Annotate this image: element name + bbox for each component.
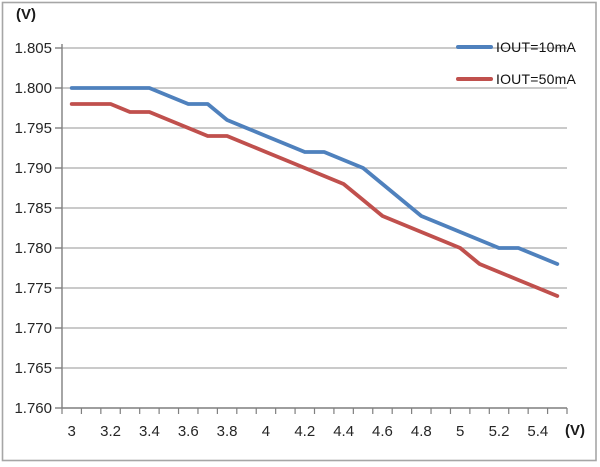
y-tick-label: 1.785: [14, 200, 52, 217]
series-line-1: [69, 102, 560, 298]
y-tick-label: 1.805: [14, 40, 52, 57]
x-tick-label: 3.6: [178, 423, 199, 440]
legend-label-iout-50ma: IOUT=50mA: [496, 71, 576, 87]
x-tick-label: 4.6: [372, 423, 393, 440]
x-tick-label: 5: [456, 423, 464, 440]
legend: IOUT=10mA IOUT=50mA: [456, 37, 576, 101]
y-tick-label: 1.770: [14, 320, 52, 337]
x-tick-label: 5.2: [489, 423, 510, 440]
y-tick-label: 1.775: [14, 280, 52, 297]
y-tick-label: 1.765: [14, 360, 52, 377]
y-tick-label: 1.795: [14, 120, 52, 137]
x-tick-label: 5.4: [527, 423, 548, 440]
y-tick-label: 1.780: [14, 240, 52, 257]
y-axis-unit-label: (V): [16, 6, 36, 23]
legend-entry-iout-10ma: IOUT=10mA: [456, 37, 576, 57]
y-tick-label: 1.790: [14, 160, 52, 177]
x-tick-label: 4.2: [294, 423, 315, 440]
x-tick-label: 4.4: [333, 423, 354, 440]
x-tick-label: 3: [68, 423, 76, 440]
x-tick-label: 4.8: [411, 423, 432, 440]
x-tick-label: 4: [262, 423, 270, 440]
legend-entry-iout-50ma: IOUT=50mA: [456, 69, 576, 89]
y-tick-label: 1.800: [14, 80, 52, 97]
series-line-0: [69, 86, 560, 266]
x-tick-label: 3.2: [100, 423, 121, 440]
x-axis-unit-label: (V): [565, 422, 585, 439]
legend-line-swatch-red: [456, 77, 493, 81]
legend-line-swatch-blue: [456, 45, 493, 49]
x-tick-label: 3.8: [217, 423, 238, 440]
x-tick-label: 3.4: [139, 423, 160, 440]
y-tick-label: 1.760: [14, 400, 52, 417]
legend-label-iout-10ma: IOUT=10mA: [496, 39, 576, 55]
